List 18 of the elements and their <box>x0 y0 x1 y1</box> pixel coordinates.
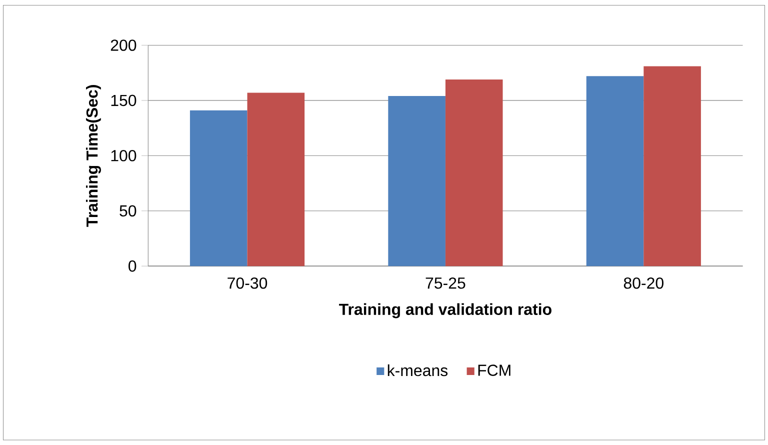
legend-label: k-means <box>388 364 448 376</box>
y-tick-label: 0 <box>128 260 136 272</box>
bar <box>388 96 446 266</box>
x-axis-title: Training and validation ratio <box>339 303 552 318</box>
y-tick-label: 200 <box>110 39 136 51</box>
x-tick-label: 70-30 <box>228 277 268 289</box>
bar <box>445 79 503 266</box>
x-tick-label: 75-25 <box>426 277 466 289</box>
bar <box>190 110 248 266</box>
bar <box>586 76 644 266</box>
bar <box>247 92 305 266</box>
y-tick-label: 100 <box>111 150 136 162</box>
x-tick-label: 80-20 <box>624 277 664 289</box>
legend-label: FCM <box>478 364 510 376</box>
y-axis-title: Training Time(Sec) <box>86 84 101 227</box>
bar <box>644 66 701 266</box>
y-tick-label: 150 <box>111 94 136 106</box>
y-tick-label: 50 <box>120 205 136 216</box>
